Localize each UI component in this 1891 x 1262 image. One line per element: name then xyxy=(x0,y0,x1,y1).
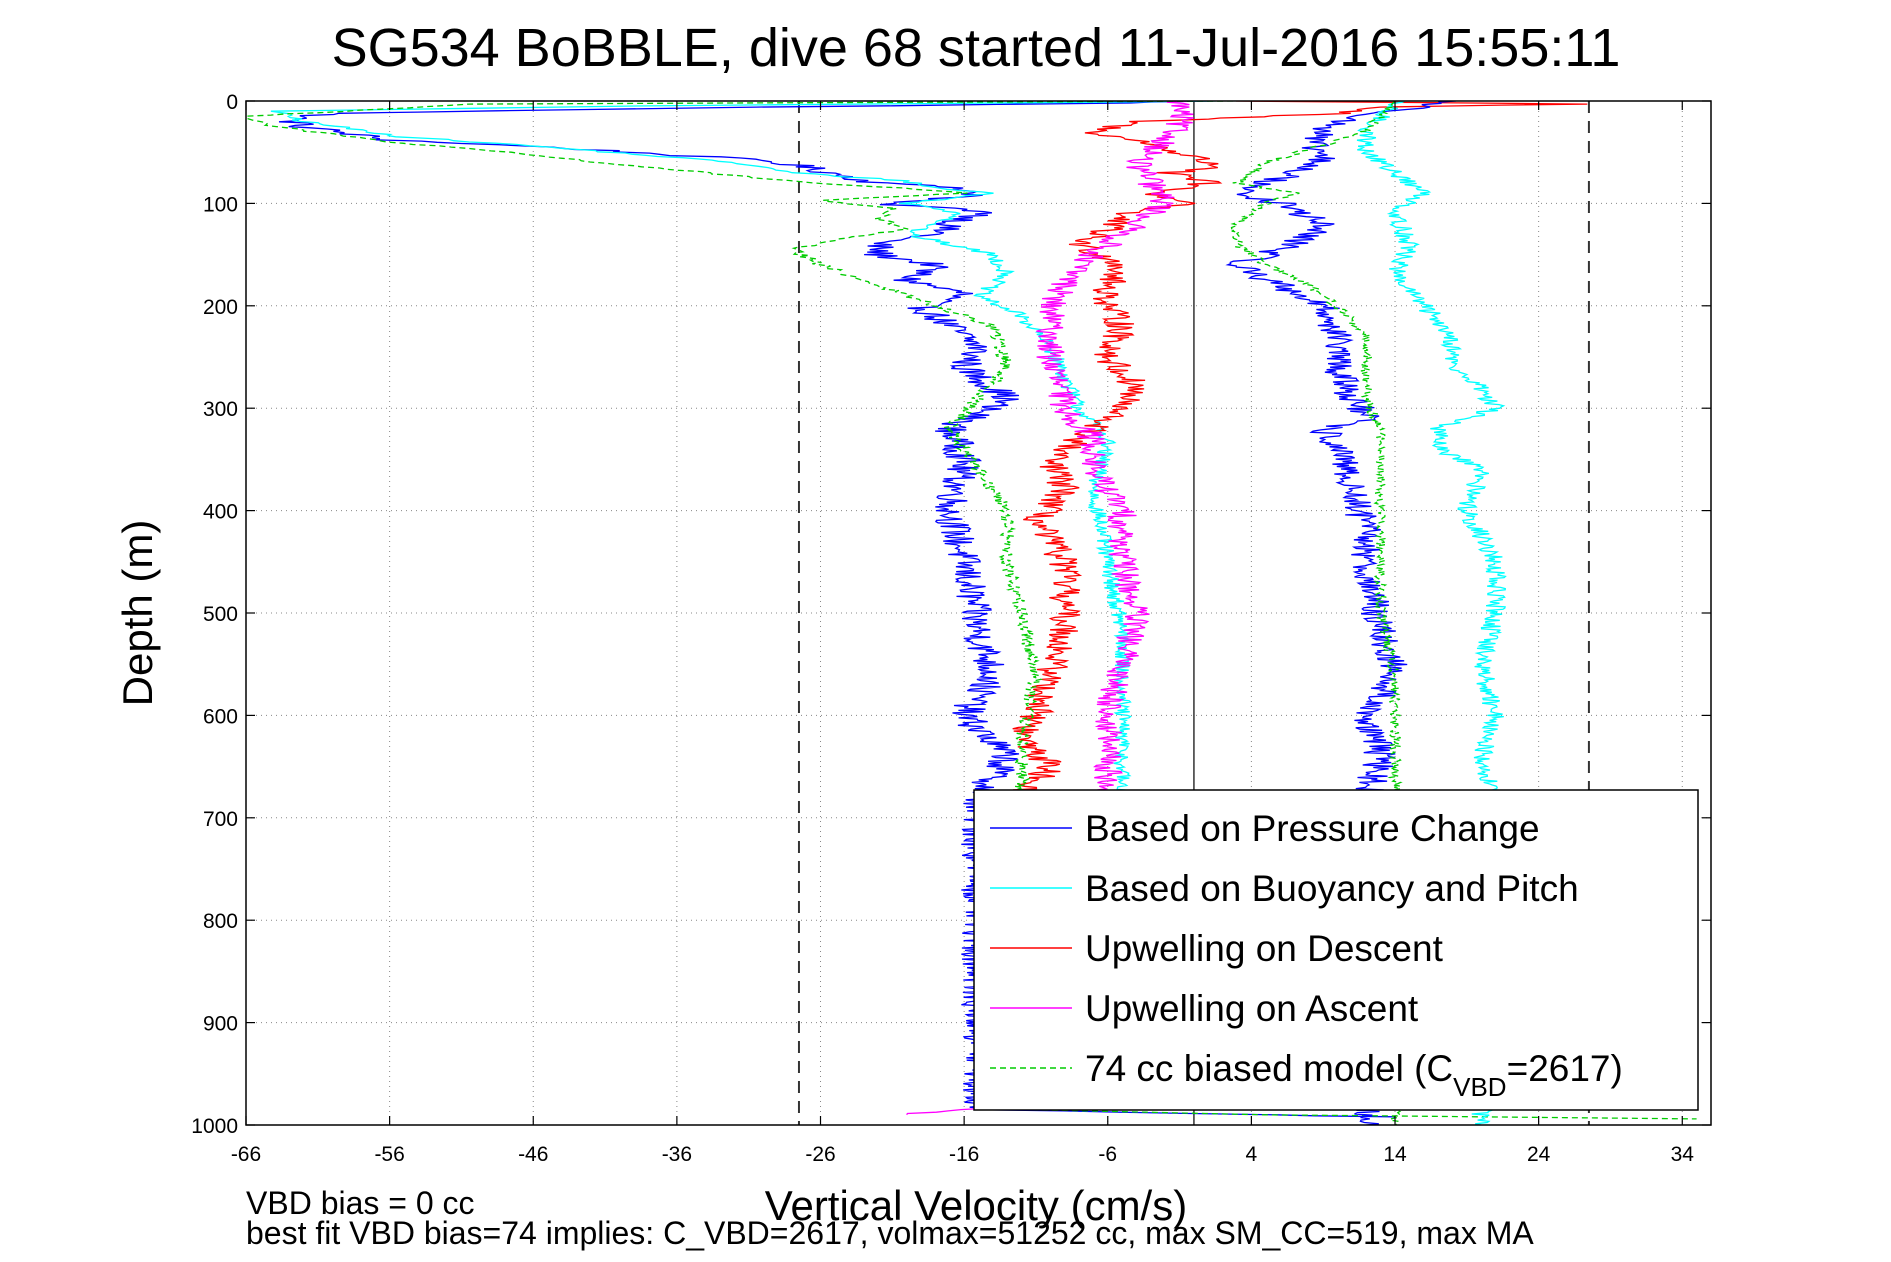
x-tick-label: 24 xyxy=(1527,1143,1551,1166)
y-axis-ticks: 0 100 200 300 400 500 600 700 800 900 1000 xyxy=(191,91,1711,1138)
legend-label: 74 cc biased model (CVBD=2617) xyxy=(1085,1048,1623,1102)
legend: Based on Pressure Change Based on Buoyanc… xyxy=(973,789,1699,1111)
series-line xyxy=(270,101,1216,819)
legend-label: Based on Pressure Change xyxy=(1085,808,1540,849)
chart-title: SG534 BoBBLE, dive 68 started 11-Jul-201… xyxy=(332,18,1621,78)
x-tick-label: -56 xyxy=(374,1143,404,1166)
x-axis-ticks: -66 -56 -46 -36 -26 -16 -6 4 14 24 34 xyxy=(231,101,1694,1166)
y-tick-label: 0 xyxy=(226,91,238,114)
footer-vbd-bias: VBD bias = 0 cc xyxy=(246,1185,475,1221)
x-tick-label: -36 xyxy=(662,1143,692,1166)
x-tick-label: -16 xyxy=(949,1143,979,1166)
x-tick-label: 34 xyxy=(1671,1143,1695,1166)
x-axis-title: Vertical Velocity (cm/s) xyxy=(765,1182,1187,1229)
x-tick-label: -66 xyxy=(231,1143,261,1166)
y-tick-label: 900 xyxy=(203,1013,238,1036)
y-tick-label: 1000 xyxy=(191,1115,238,1138)
y-tick-label: 300 xyxy=(203,398,238,421)
series-line xyxy=(1230,101,1404,1125)
series-line xyxy=(246,101,1697,1120)
y-tick-label: 100 xyxy=(203,193,238,216)
y-tick-label: 800 xyxy=(203,910,238,933)
y-tick-label: 700 xyxy=(203,808,238,831)
x-tick-label: -46 xyxy=(518,1143,548,1166)
legend-label: Upwelling on Descent xyxy=(1085,928,1444,969)
legend-label: Upwelling on Ascent xyxy=(1085,988,1419,1029)
y-tick-label: 500 xyxy=(203,603,238,626)
x-tick-label: -6 xyxy=(1098,1143,1117,1166)
footer-best-fit: best fit VBD bias=74 implies: C_VBD=2617… xyxy=(246,1215,1534,1251)
x-tick-label: 4 xyxy=(1246,1143,1258,1166)
y-tick-label: 400 xyxy=(203,501,238,524)
legend-label: Based on Buoyancy and Pitch xyxy=(1085,868,1579,909)
x-tick-label: -26 xyxy=(805,1143,835,1166)
y-axis-title: Depth (m) xyxy=(114,520,161,707)
x-tick-label: 14 xyxy=(1383,1143,1407,1166)
y-tick-label: 600 xyxy=(203,705,238,728)
y-tick-label: 200 xyxy=(203,296,238,319)
legend-box xyxy=(973,789,1699,1111)
